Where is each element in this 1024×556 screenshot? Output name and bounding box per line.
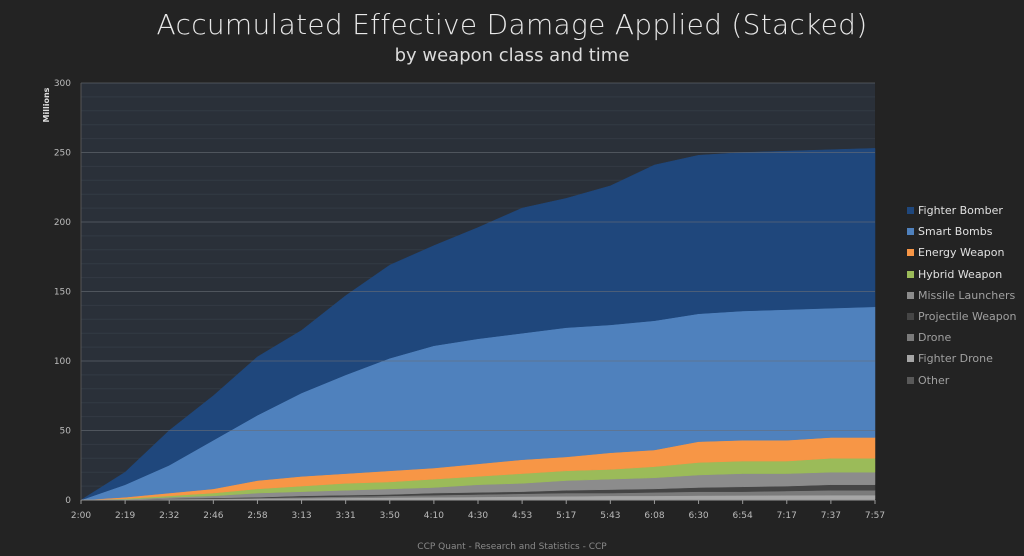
area-fighter-bomber: [80, 148, 876, 501]
legend-label: Energy Weapon: [918, 246, 1005, 260]
legend-label: Missile Launchers: [918, 288, 1016, 302]
legend-label: Drone: [918, 331, 952, 345]
legend-label: Projectile Weapon: [918, 310, 1017, 324]
y-tick-label: 100: [54, 357, 71, 367]
legend-swatch: [907, 334, 914, 342]
x-tick-label: 7:57: [865, 511, 885, 521]
x-tick-label: 2:46: [203, 511, 223, 521]
legend-swatch: [907, 249, 914, 257]
x-tick-label: 5:43: [600, 511, 620, 521]
y-tick-label: 50: [60, 427, 72, 437]
legend-item: Fighter Drone: [907, 348, 1016, 369]
legend-item: Hybrid Weapon: [907, 264, 1016, 285]
footer-credit: CCP Quant - Research and Statistics - CC…: [417, 542, 607, 552]
y-tick-label: 250: [54, 149, 71, 159]
legend-item: Drone: [907, 327, 1016, 348]
x-tick-label: 5:17: [556, 511, 576, 521]
legend-swatch: [907, 270, 914, 278]
y-axis-label: Millions: [42, 87, 51, 122]
x-tick-label: 4:10: [424, 511, 444, 521]
legend-label: Other: [918, 373, 950, 387]
legend-label: Hybrid Weapon: [918, 267, 1003, 281]
y-tick-label: 0: [65, 496, 71, 506]
y-tick-label: 200: [54, 218, 71, 228]
legend: Fighter Bomber Smart Bombs Energy Weapon Hy…: [907, 200, 1016, 391]
legend-swatch: [907, 291, 914, 299]
x-tick-label: 4:30: [468, 511, 488, 521]
legend-swatch: [907, 228, 914, 236]
legend-item: Smart Bombs: [907, 221, 1016, 242]
legend-swatch: [907, 355, 914, 363]
legend-swatch: [907, 313, 914, 321]
chart-title: Accumulated Effective Damage Applied (St…: [156, 8, 868, 41]
x-tick-label: 2:32: [159, 511, 179, 521]
legend-item: Other: [907, 370, 1016, 391]
legend-label: Fighter Drone: [918, 352, 993, 366]
chart-subtitle: by weapon class and time: [394, 45, 630, 66]
x-tick-label: 7:37: [821, 511, 841, 521]
x-tick-label: 2:19: [115, 511, 135, 521]
y-tick-label: 300: [54, 79, 71, 89]
x-tick-label: 3:31: [336, 511, 356, 521]
x-tick-label: 6:30: [688, 511, 708, 521]
x-tick-label: 6:54: [733, 511, 753, 521]
legend-label: Smart Bombs: [918, 225, 993, 239]
legend-label: Fighter Bomber: [918, 204, 1003, 218]
x-tick-label: 3:50: [380, 511, 400, 521]
legend-swatch: [907, 207, 914, 215]
legend-item: Fighter Bomber: [907, 200, 1016, 221]
legend-item: Missile Launchers: [907, 285, 1016, 306]
x-tick-label: 2:58: [247, 511, 267, 521]
x-tick-label: 4:53: [512, 511, 532, 521]
legend-swatch: [907, 376, 914, 384]
x-tick-label: 2:00: [71, 511, 91, 521]
y-tick-label: 150: [54, 288, 71, 298]
x-tick-label: 6:08: [644, 511, 664, 521]
x-tick-label: 3:13: [291, 511, 311, 521]
legend-item: Projectile Weapon: [907, 306, 1016, 327]
legend-item: Energy Weapon: [907, 242, 1016, 263]
x-tick-label: 7:17: [777, 511, 797, 521]
